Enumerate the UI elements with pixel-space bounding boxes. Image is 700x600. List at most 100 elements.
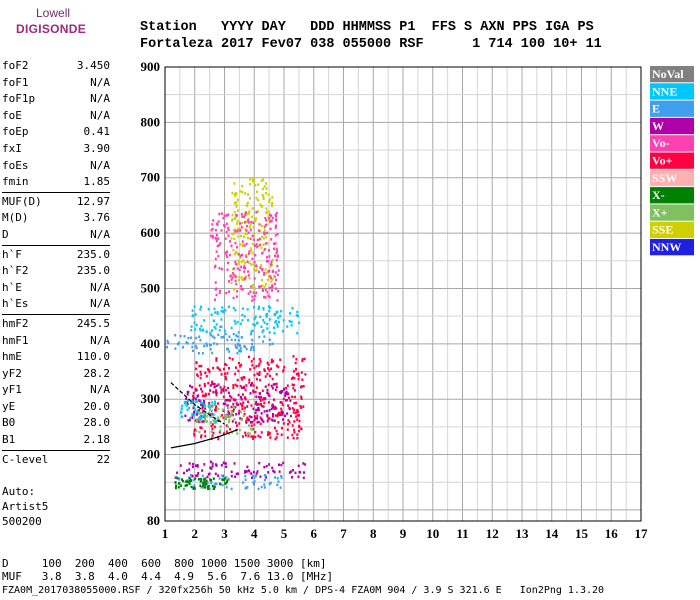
echo-point	[226, 399, 229, 402]
param-label: D	[2, 227, 9, 241]
echo-point	[220, 336, 223, 339]
echo-point	[247, 219, 250, 222]
echo-point	[192, 394, 195, 398]
echo-point	[255, 265, 258, 268]
echo-point	[291, 395, 294, 399]
echo-point	[281, 426, 283, 430]
echo-point	[248, 432, 251, 435]
echo-point	[276, 483, 279, 487]
echo-point	[207, 307, 210, 311]
echo-point	[209, 405, 212, 409]
echo-point	[180, 484, 183, 487]
echo-point	[237, 343, 240, 347]
echo-point	[234, 398, 237, 402]
echo-point	[202, 484, 205, 488]
echo-point	[224, 402, 227, 406]
echo-point	[193, 305, 196, 308]
echo-point	[226, 250, 229, 254]
echo-point	[254, 417, 257, 420]
echo-point	[221, 483, 224, 487]
echo-point	[248, 418, 250, 422]
echo-point	[238, 227, 241, 231]
echo-point	[251, 476, 253, 479]
echo-point	[174, 334, 177, 337]
echo-point	[230, 405, 233, 409]
echo-point	[266, 409, 268, 413]
echo-point	[264, 288, 267, 292]
echo-point	[209, 415, 212, 418]
echo-point	[229, 428, 231, 431]
echo-point	[235, 214, 238, 217]
echo-point	[211, 223, 214, 226]
echo-point	[189, 384, 191, 388]
plot-frame	[164, 66, 642, 522]
param-value: N/A	[90, 75, 110, 89]
echo-point	[192, 404, 195, 408]
echo-point	[214, 298, 216, 301]
echo-point	[255, 196, 258, 200]
echo-point	[259, 392, 261, 395]
echo-point	[276, 264, 279, 268]
echo-point	[194, 328, 197, 331]
echo-point	[200, 477, 203, 481]
echo-point	[246, 486, 249, 489]
echo-point	[245, 419, 248, 422]
echo-point	[233, 406, 236, 410]
echo-point	[262, 243, 265, 246]
echo-point	[211, 351, 214, 355]
echo-point	[191, 413, 194, 416]
echo-point	[239, 347, 242, 350]
echo-point	[213, 425, 216, 429]
echo-point	[294, 411, 297, 415]
echo-point	[185, 404, 188, 407]
echo-point	[228, 414, 231, 418]
echo-point	[214, 281, 217, 284]
echo-point	[286, 436, 289, 439]
echo-point	[268, 463, 271, 466]
echo-point	[180, 407, 183, 410]
echo-point	[246, 308, 249, 311]
echo-point	[180, 410, 183, 413]
echo-point	[174, 481, 177, 484]
echo-point	[282, 370, 285, 373]
param-row: hmF1 N/A	[2, 333, 110, 350]
echo-point	[255, 400, 258, 404]
echo-point	[184, 414, 187, 417]
echo-point	[194, 408, 197, 411]
echo-point	[267, 433, 269, 436]
echo-point	[259, 237, 261, 241]
echo-point	[201, 328, 204, 331]
echo-point	[247, 221, 250, 224]
echo-point	[236, 246, 238, 249]
echo-point	[263, 231, 265, 234]
param-row: h`F 235.0	[2, 247, 110, 264]
echo-point	[203, 384, 206, 388]
echo-point	[187, 419, 190, 422]
echo-point	[282, 388, 285, 391]
x-tick-label: 13	[516, 526, 530, 541]
echo-point	[227, 234, 230, 237]
echo-point	[284, 414, 287, 417]
echo-point	[276, 299, 279, 302]
legend-label: SSE	[652, 223, 673, 237]
auto-software: Artist5	[2, 500, 49, 513]
echo-point	[258, 371, 261, 374]
echo-point	[192, 391, 195, 395]
echo-point	[197, 472, 200, 475]
echo-point	[200, 479, 203, 483]
echo-point	[247, 217, 250, 221]
echo-point	[192, 406, 195, 410]
echo-point	[200, 434, 203, 437]
echo-point	[259, 285, 262, 288]
param-row: hmE 110.0	[2, 349, 110, 366]
echo-point	[238, 268, 241, 272]
echo-point	[222, 478, 225, 482]
echo-point	[259, 243, 262, 247]
echo-point	[232, 272, 234, 275]
echo-point	[196, 418, 199, 421]
echo-point	[223, 214, 226, 217]
echo-point	[256, 245, 259, 249]
echo-point	[268, 369, 271, 372]
echo-point	[273, 398, 275, 401]
echo-point	[213, 307, 216, 311]
